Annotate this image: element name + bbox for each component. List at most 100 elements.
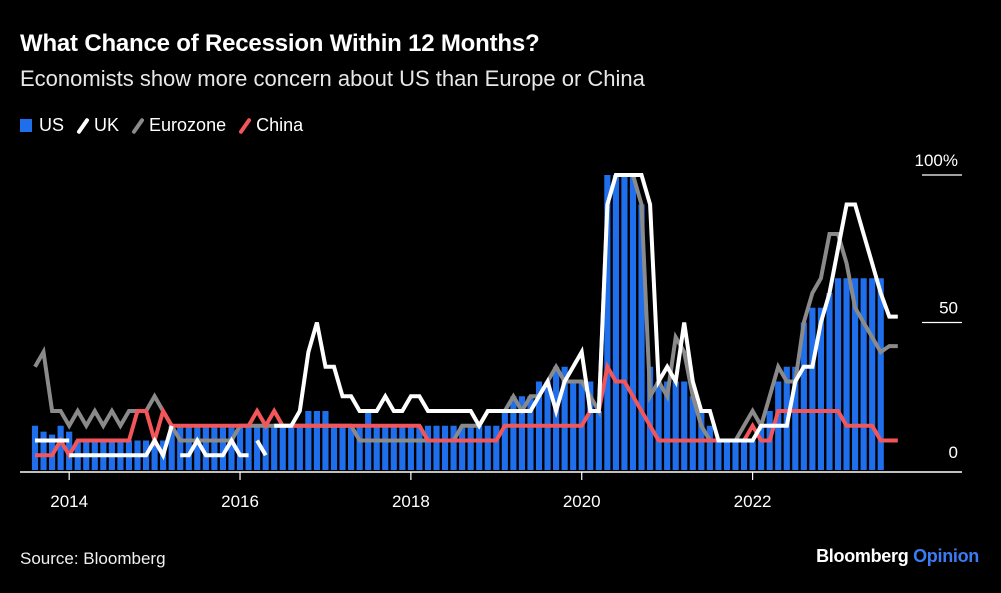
line-uk-segment <box>69 425 174 461</box>
bar-us <box>236 425 244 470</box>
bar-us <box>664 381 671 470</box>
series-lines <box>33 173 898 461</box>
bar-us <box>313 411 320 470</box>
bar-us <box>800 322 807 470</box>
bar-us <box>758 425 765 470</box>
bar-us <box>40 431 47 470</box>
chart-subtitle: Economists show more concern about US th… <box>20 66 645 91</box>
bar-us <box>852 278 859 470</box>
bar-us <box>228 425 235 470</box>
bar-us <box>877 278 884 470</box>
bar-us <box>66 431 73 470</box>
bar-us <box>194 425 201 470</box>
bar-us <box>330 425 338 470</box>
bar-us <box>869 278 876 470</box>
source-note: Source: Bloomberg <box>20 549 166 568</box>
bar-us <box>826 293 833 470</box>
bar-us <box>339 425 346 470</box>
bar-us <box>399 425 406 470</box>
bar-us <box>424 425 432 470</box>
bar-us <box>553 366 560 470</box>
bar-us <box>587 381 594 470</box>
legend-label-uk: UK <box>94 115 120 135</box>
bar-us <box>450 425 457 470</box>
legend-item-uk: UK <box>76 115 120 136</box>
bar-us <box>373 425 380 470</box>
bar-us <box>459 425 466 470</box>
bar-us <box>843 278 850 470</box>
bar-us <box>817 307 824 470</box>
x-tick-label: 2016 <box>221 492 259 511</box>
bar-us <box>288 425 295 470</box>
y-tick-label: 100% <box>915 151 958 170</box>
x-tick-label: 2022 <box>734 492 772 511</box>
brand-name: Bloomberg <box>816 546 909 566</box>
bar-us <box>211 425 218 470</box>
bar-us <box>279 425 286 470</box>
brand-suffix: Opinion <box>913 546 979 566</box>
legend-label-eurozone: Eurozone <box>149 115 227 135</box>
bar-us <box>390 425 397 470</box>
bar-us <box>356 425 363 470</box>
bar-us <box>612 175 619 470</box>
x-axis-ticks: 2014 2016 2018 2020 2022 <box>50 472 772 511</box>
line-eurozone-segment <box>33 173 898 443</box>
bar-us <box>527 396 534 470</box>
bar-us <box>382 425 389 470</box>
bar-us <box>484 425 491 470</box>
bar-us <box>493 425 500 470</box>
bar-us <box>407 425 414 470</box>
bar-us <box>510 396 517 470</box>
bar-us <box>245 425 252 470</box>
legend-label-china: China <box>256 115 304 135</box>
bar-us <box>219 425 227 470</box>
bar-us <box>732 440 739 470</box>
bar-us <box>476 425 483 470</box>
bar-us <box>681 381 688 470</box>
legend-swatch-us <box>20 119 32 132</box>
bar-us <box>416 425 423 470</box>
y-tick-label: 50 <box>939 299 958 318</box>
bar-us <box>604 175 611 470</box>
legend-item-china: China <box>238 115 304 136</box>
bar-us <box>621 175 628 470</box>
bar-us <box>168 425 175 470</box>
x-tick-label: 2018 <box>392 492 430 511</box>
brand-logo: Bloomberg Opinion <box>816 546 979 567</box>
bar-us <box>647 366 654 470</box>
us-bars <box>31 175 884 470</box>
x-tick-label: 2020 <box>563 492 601 511</box>
bar-us <box>151 440 158 470</box>
bar-us <box>860 278 867 470</box>
x-tick-label: 2014 <box>50 492 88 511</box>
bar-us <box>595 411 602 470</box>
bar-us <box>262 425 269 470</box>
bar-us <box>629 175 637 470</box>
bar-us <box>296 425 303 470</box>
bar-us <box>57 425 64 470</box>
bar-us <box>715 440 722 470</box>
line-uk-segment <box>180 436 249 458</box>
line-china-segment <box>35 361 898 460</box>
bar-us <box>185 425 192 470</box>
bar-us <box>809 307 816 470</box>
bar-us <box>441 425 449 470</box>
legend-label-us: US <box>39 115 65 135</box>
bar-us <box>749 440 756 470</box>
y-axis-ticks: 100% 50 0 <box>915 151 962 462</box>
bar-us <box>689 396 696 470</box>
bar-us <box>561 366 568 470</box>
bar-us <box>177 425 184 470</box>
bar-us <box>834 278 842 470</box>
bar-us <box>501 411 508 470</box>
bar-us <box>672 381 679 470</box>
bar-us <box>723 440 731 470</box>
bar-us <box>433 425 440 470</box>
legend-item-eurozone: Eurozone <box>131 115 227 136</box>
legend: US UK Eurozone China <box>20 115 317 136</box>
bar-us <box>467 425 474 470</box>
bar-us <box>655 381 662 470</box>
line-uk-segment <box>274 173 898 443</box>
bar-us <box>518 396 526 470</box>
